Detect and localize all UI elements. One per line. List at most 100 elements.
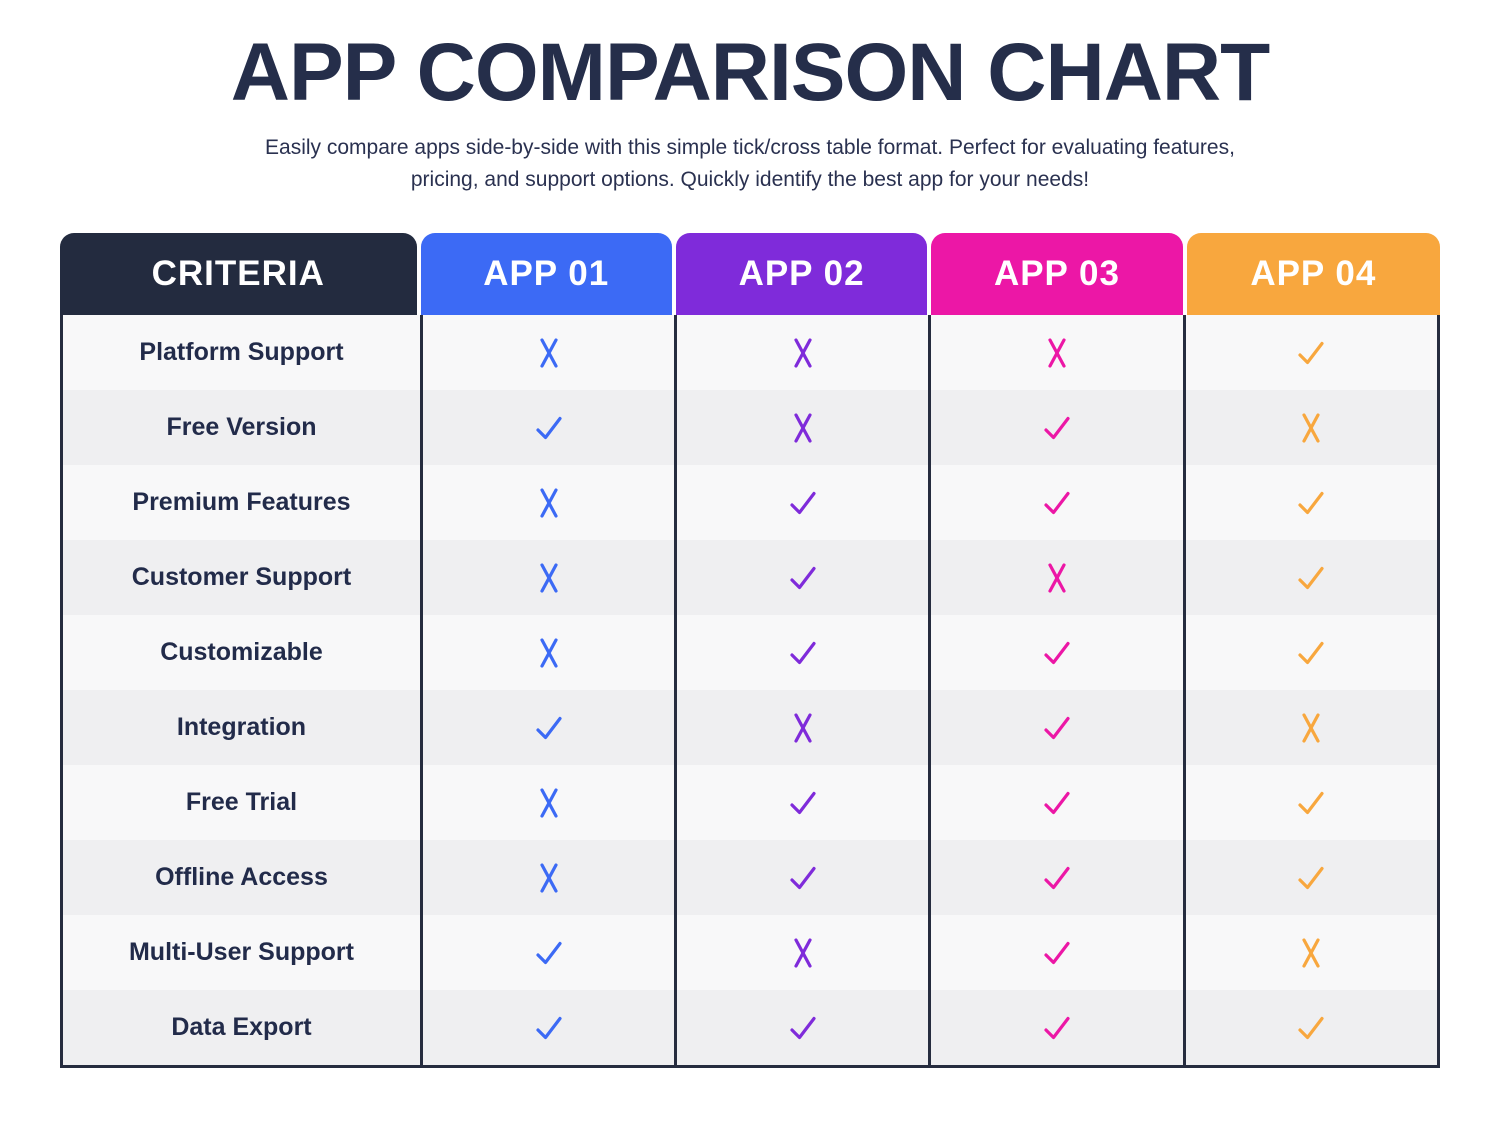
check-icon <box>783 483 823 523</box>
mark-cell-app-2 <box>674 915 929 990</box>
app-header-cell-3: APP 03 <box>931 233 1183 315</box>
table-header-row: CRITERIA APP 01 APP 02 APP 03 APP 04 <box>60 233 1440 315</box>
criteria-cell: Platform Support <box>63 315 420 390</box>
criteria-cell: Customer Support <box>63 540 420 615</box>
page-subtitle-line-2: pricing, and support options. Quickly id… <box>410 167 1090 191</box>
check-icon <box>783 783 823 823</box>
check-icon <box>1037 783 1077 823</box>
check-icon <box>1291 558 1331 598</box>
cross-icon <box>783 708 823 748</box>
criteria-cell: Free Trial <box>63 765 420 840</box>
mark-cell-app-2 <box>674 765 929 840</box>
cross-icon <box>783 933 823 973</box>
check-icon <box>1291 333 1331 373</box>
check-icon <box>1037 633 1077 673</box>
mark-cell-app-2 <box>674 840 929 915</box>
mark-cell-app-1 <box>419 765 675 840</box>
mark-cell-app-4 <box>1182 690 1437 765</box>
mark-cell-app-2 <box>674 990 929 1065</box>
mark-cell-app-3 <box>928 315 1183 390</box>
mark-cell-app-1 <box>419 990 675 1065</box>
mark-cell-app-1 <box>419 690 675 765</box>
mark-cell-app-1 <box>419 540 675 615</box>
page-subtitle-line-1: Easily compare apps side-by-side with th… <box>265 136 1235 159</box>
check-icon <box>1037 1008 1077 1048</box>
mark-cell-app-1 <box>419 915 675 990</box>
criteria-cell: Customizable <box>63 615 420 690</box>
page: APP COMPARISON CHART Easily compare apps… <box>0 26 1500 1125</box>
mark-cell-app-2 <box>674 540 929 615</box>
comparison-table: CRITERIA APP 01 APP 02 APP 03 APP 04 Platfo… <box>60 233 1440 1068</box>
mark-cell-app-4 <box>1182 540 1437 615</box>
mark-cell-app-4 <box>1182 840 1437 915</box>
check-icon <box>1037 858 1077 898</box>
mark-cell-app-3 <box>928 840 1183 915</box>
cross-icon <box>1291 933 1331 973</box>
app-header-cell-2: APP 02 <box>675 233 928 315</box>
mark-cell-app-4 <box>1182 390 1437 465</box>
criteria-cell: Premium Features <box>63 465 420 540</box>
cross-icon <box>1291 708 1331 748</box>
check-icon <box>1037 408 1077 448</box>
cross-icon <box>529 333 569 373</box>
check-icon <box>529 1008 569 1048</box>
cross-icon <box>529 558 569 598</box>
table-body: Platform Support Free Version Premium Feat… <box>60 315 1440 1068</box>
mark-cell-app-1 <box>419 315 675 390</box>
mark-cell-app-4 <box>1182 615 1437 690</box>
check-icon <box>1291 1008 1331 1048</box>
criteria-cell: Free Version <box>63 390 420 465</box>
mark-cell-app-3 <box>928 540 1183 615</box>
mark-cell-app-3 <box>928 615 1183 690</box>
mark-cell-app-1 <box>419 615 675 690</box>
criteria-cell: Data Export <box>63 990 420 1065</box>
check-icon <box>1037 483 1077 523</box>
check-icon <box>529 708 569 748</box>
mark-cell-app-2 <box>674 315 929 390</box>
check-icon <box>1037 708 1077 748</box>
app-header-cell-4: APP 04 <box>1186 233 1440 315</box>
cross-icon <box>783 408 823 448</box>
check-icon <box>783 858 823 898</box>
check-icon <box>783 633 823 673</box>
cross-icon <box>1037 558 1077 598</box>
mark-cell-app-3 <box>928 465 1183 540</box>
app-header-cell-1: APP 01 <box>420 233 672 315</box>
mark-cell-app-3 <box>928 990 1183 1065</box>
check-icon <box>1291 783 1331 823</box>
mark-cell-app-2 <box>674 615 929 690</box>
check-icon <box>1291 483 1331 523</box>
page-title: APP COMPARISON CHART <box>230 27 1270 118</box>
mark-cell-app-3 <box>928 915 1183 990</box>
mark-cell-app-1 <box>419 390 675 465</box>
mark-cell-app-2 <box>674 465 929 540</box>
mark-cell-app-2 <box>674 390 929 465</box>
check-icon <box>783 558 823 598</box>
mark-cell-app-2 <box>674 690 929 765</box>
cross-icon <box>1291 408 1331 448</box>
mark-cell-app-4 <box>1182 990 1437 1065</box>
mark-cell-app-4 <box>1182 315 1437 390</box>
mark-cell-app-4 <box>1182 465 1437 540</box>
cross-icon <box>529 783 569 823</box>
cross-icon <box>783 333 823 373</box>
criteria-cell: Integration <box>63 690 420 765</box>
mark-cell-app-3 <box>928 765 1183 840</box>
criteria-cell: Offline Access <box>63 840 420 915</box>
cross-icon <box>529 858 569 898</box>
cross-icon <box>529 633 569 673</box>
check-icon <box>783 1008 823 1048</box>
mark-cell-app-4 <box>1182 765 1437 840</box>
check-icon <box>1037 933 1077 973</box>
mark-cell-app-4 <box>1182 915 1437 990</box>
cross-icon <box>1037 333 1077 373</box>
check-icon <box>529 933 569 973</box>
page-subtitle: Easily compare apps side-by-side with th… <box>0 132 1500 195</box>
cross-icon <box>529 483 569 523</box>
mark-cell-app-1 <box>419 840 675 915</box>
check-icon <box>1291 858 1331 898</box>
mark-cell-app-3 <box>928 690 1183 765</box>
criteria-cell: Multi-User Support <box>63 915 420 990</box>
check-icon <box>1291 633 1331 673</box>
check-icon <box>529 408 569 448</box>
